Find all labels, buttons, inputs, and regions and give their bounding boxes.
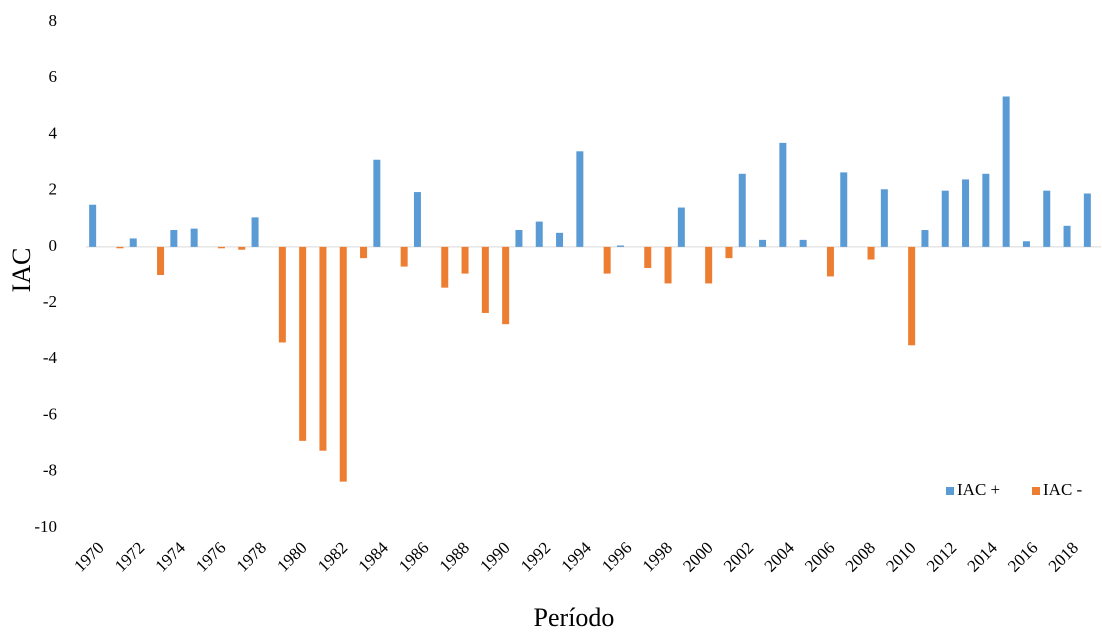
x-tick-label: 1996 — [598, 538, 635, 575]
bar — [278, 246, 286, 343]
bar — [962, 179, 970, 247]
legend-label: IAC + — [957, 480, 1000, 499]
bar — [799, 239, 807, 247]
bar — [217, 246, 225, 249]
x-tick-label: 2002 — [720, 538, 757, 575]
x-tick-label: 2016 — [1004, 538, 1041, 575]
x-tick-label: 1990 — [476, 538, 513, 575]
bar — [840, 172, 848, 247]
bar — [157, 246, 165, 275]
x-tick-label: 1970 — [70, 538, 107, 575]
bar — [481, 246, 489, 313]
x-tick-label: 2008 — [842, 538, 879, 575]
bar — [373, 159, 381, 247]
bar — [603, 246, 611, 274]
bar — [515, 230, 523, 247]
bar — [1063, 225, 1071, 247]
bar — [1043, 190, 1051, 247]
bar — [413, 192, 421, 247]
bar — [360, 246, 368, 259]
bar — [725, 246, 733, 259]
bar — [190, 228, 198, 247]
x-tick-label: 2006 — [801, 538, 838, 575]
bar — [89, 204, 97, 247]
bar — [441, 246, 449, 288]
bar — [664, 246, 672, 284]
bar — [826, 246, 834, 277]
x-tick-label: 1978 — [233, 538, 270, 575]
bar — [502, 246, 510, 325]
x-tick-label: 1974 — [151, 538, 189, 576]
bar — [880, 189, 888, 247]
legend-swatch — [946, 487, 954, 495]
bar — [339, 246, 347, 482]
x-tick-label: 1994 — [557, 538, 595, 576]
bar — [238, 246, 246, 250]
y-tick-label: 6 — [49, 67, 58, 86]
x-tick-label: 2014 — [963, 538, 1001, 576]
y-tick-label: -2 — [43, 292, 57, 311]
y-tick-label: 8 — [49, 11, 58, 30]
bar — [116, 246, 124, 249]
bar — [299, 246, 307, 441]
y-axis-title: IAC — [7, 248, 36, 293]
bar — [908, 246, 916, 346]
bar — [576, 151, 584, 247]
x-tick-label: 2004 — [760, 538, 798, 576]
bar — [677, 207, 685, 247]
bar — [1083, 193, 1091, 247]
x-tick-label: 1992 — [517, 538, 554, 575]
x-tick-label: 2012 — [923, 538, 960, 575]
x-tick-label: 2010 — [882, 538, 919, 575]
x-tick-label: 1972 — [111, 538, 148, 575]
x-tick-label: 2018 — [1045, 538, 1082, 575]
bar — [705, 246, 713, 284]
x-tick-label: 1984 — [354, 538, 392, 576]
x-tick-label: 1988 — [436, 538, 473, 575]
y-tick-label: -10 — [34, 517, 57, 536]
bar — [921, 230, 929, 247]
x-axis-title: Período — [534, 603, 615, 632]
bar — [535, 221, 543, 247]
bar — [251, 217, 259, 247]
bar — [616, 245, 624, 247]
bar — [461, 246, 469, 274]
x-tick-label: 1986 — [395, 538, 432, 575]
x-tick-label: 1980 — [273, 538, 310, 575]
bar — [867, 246, 875, 260]
legend-label: IAC - — [1043, 480, 1083, 499]
y-tick-label: -8 — [43, 461, 57, 480]
bar — [738, 173, 746, 247]
x-tick-label: 1976 — [192, 538, 229, 575]
y-tick-label: -6 — [43, 404, 57, 423]
y-tick-label: -4 — [43, 348, 58, 367]
y-tick-label: 0 — [49, 236, 58, 255]
bar — [170, 230, 178, 247]
bar — [129, 238, 137, 247]
x-tick-label: 1998 — [639, 538, 676, 575]
bar — [779, 142, 787, 247]
bar — [644, 246, 652, 268]
bar — [941, 190, 949, 247]
bar — [1002, 96, 1010, 247]
legend-swatch — [1032, 487, 1040, 495]
bar — [400, 246, 408, 267]
y-tick-label: 2 — [49, 180, 58, 199]
y-tick-label: 4 — [49, 123, 58, 142]
x-tick-label: 2000 — [679, 538, 716, 575]
bar — [1022, 241, 1030, 247]
x-tick-label: 1982 — [314, 538, 351, 575]
bar — [982, 173, 990, 247]
bar — [556, 232, 564, 247]
bar — [319, 246, 327, 451]
bar — [759, 239, 767, 247]
